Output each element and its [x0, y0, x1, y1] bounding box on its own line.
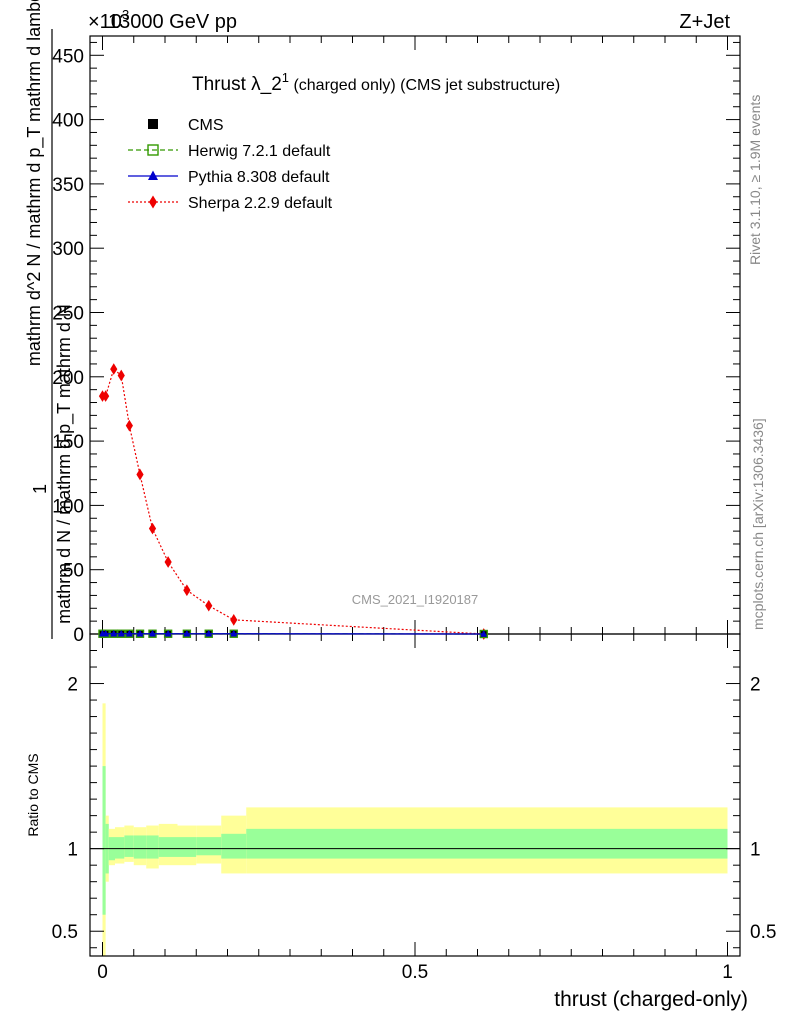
legend-label: Pythia 8.308 default — [188, 169, 330, 186]
data-point — [183, 629, 191, 637]
legend-marker — [147, 144, 159, 156]
x-axis-label: thrust (charged-only) — [554, 988, 748, 1011]
plot-title: Thrust λ_21 (charged only) (CMS jet subs… — [192, 70, 560, 95]
main-y-tick-label: 100 — [52, 496, 84, 517]
main-y-tick-label: 350 — [52, 175, 84, 196]
ratio-y-tick-label: 0.5 — [52, 922, 78, 943]
rivet-label: Rivet 3.1.10, ≥ 1.9M events — [747, 95, 763, 265]
ratio-y-tick-label-right: 1 — [750, 840, 761, 861]
svg-text:mathrm d N / mathrm d p_T math: mathrm d N / mathrm d p_T mathrm d N — [54, 304, 75, 624]
ratio-band-inner — [177, 837, 197, 857]
ratio-band-inner — [124, 835, 134, 857]
data-point — [136, 629, 144, 637]
data-point — [125, 629, 133, 637]
data-point — [148, 522, 157, 535]
ratio-y-tick-label-right: 2 — [750, 675, 761, 696]
data-point — [230, 629, 238, 637]
ratio-band-inner — [158, 837, 178, 857]
analysis-watermark: CMS_2021_I1920187 — [352, 592, 479, 607]
data-point — [102, 629, 110, 637]
ratio-band-inner — [196, 837, 222, 856]
legend-label: Herwig 7.2.1 default — [188, 143, 331, 160]
main-y-tick-label: 150 — [52, 432, 84, 453]
main-y-ticks: 0 50 100 150 200 250 300 350 400 450 — [52, 41, 740, 646]
data-point — [480, 630, 488, 637]
legend-label: Sherpa 2.2.9 default — [188, 195, 333, 212]
data-series — [98, 363, 488, 640]
data-point — [136, 468, 144, 481]
svg-text:mathrm d^2 N / mathrm d p_T ma: mathrm d^2 N / mathrm d p_T mathrm d lam… — [24, 0, 45, 366]
ratio-band-inner — [102, 766, 106, 915]
ratio-uncertainty-bands — [102, 703, 728, 956]
data-point — [110, 363, 118, 375]
main-y-tick-label: 250 — [52, 303, 84, 324]
ratio-band-inner — [221, 833, 247, 859]
ratio-y-ticks: 0.5 0.5 1 1 2 2 — [52, 650, 776, 949]
data-point — [117, 629, 125, 637]
data-point — [149, 629, 156, 637]
x-tick-label: 0 — [97, 962, 108, 983]
process-label: Z+Jet — [679, 11, 730, 33]
main-y-tick-label: 450 — [52, 46, 84, 67]
ratio-band-inner — [246, 828, 728, 859]
ratio-y-tick-label: 2 — [67, 675, 78, 696]
ratio-band-inner — [115, 837, 125, 859]
main-y-tick-label: 300 — [52, 239, 84, 260]
legend-marker — [149, 195, 157, 209]
x-tick-label: 0.5 — [402, 962, 428, 983]
data-point — [102, 390, 110, 402]
data-point — [125, 419, 133, 432]
main-y-label: 1 mathrm d N / mathrm d p_T mathrm d N m… — [24, 0, 75, 639]
legend-label: CMS — [188, 117, 224, 134]
series-line — [102, 368, 484, 635]
data-point — [205, 629, 213, 637]
data-point — [164, 556, 172, 568]
main-y-tick-label: 50 — [63, 561, 84, 582]
ratio-band-inner — [146, 835, 159, 859]
data-point — [183, 584, 191, 597]
y-axis-multiplier: ×103 — [88, 7, 129, 33]
legend-entry: Pythia 8.308 default — [128, 169, 330, 186]
data-point — [164, 629, 172, 637]
ratio-panel-frame — [89, 633, 741, 957]
legend: CMS Herwig 7.2.1 default Pythia 8.308 defa… — [128, 117, 333, 212]
ratio-y-tick-label-right: 0.5 — [750, 922, 776, 943]
data-point — [110, 629, 118, 637]
series-pythia — [99, 629, 488, 637]
legend-marker — [148, 170, 158, 180]
svg-text:1: 1 — [30, 484, 50, 494]
x-ticks: 0 0.5 1 — [97, 36, 733, 983]
ratio-y-tick-label: 1 — [67, 840, 78, 861]
ratio-y-label: Ratio to CMS — [25, 753, 41, 836]
data-point — [230, 614, 238, 626]
data-point — [117, 369, 125, 382]
x-tick-label: 1 — [722, 962, 733, 983]
data-point — [205, 599, 213, 612]
main-y-tick-label: 200 — [52, 368, 84, 389]
legend-entry: Sherpa 2.2.9 default — [128, 195, 333, 212]
mcplots-label: mcplots.cern.ch [arXiv:1306.3436] — [750, 418, 766, 630]
energy-label: 13000 GeV pp — [108, 11, 237, 33]
legend-marker — [148, 119, 158, 129]
legend-entry: Herwig 7.2.1 default — [128, 143, 331, 160]
legend-entry: CMS — [148, 117, 224, 134]
main-y-tick-label: 400 — [52, 111, 84, 132]
ratio-band-inner — [133, 835, 147, 859]
main-y-tick-label: 0 — [73, 625, 84, 646]
